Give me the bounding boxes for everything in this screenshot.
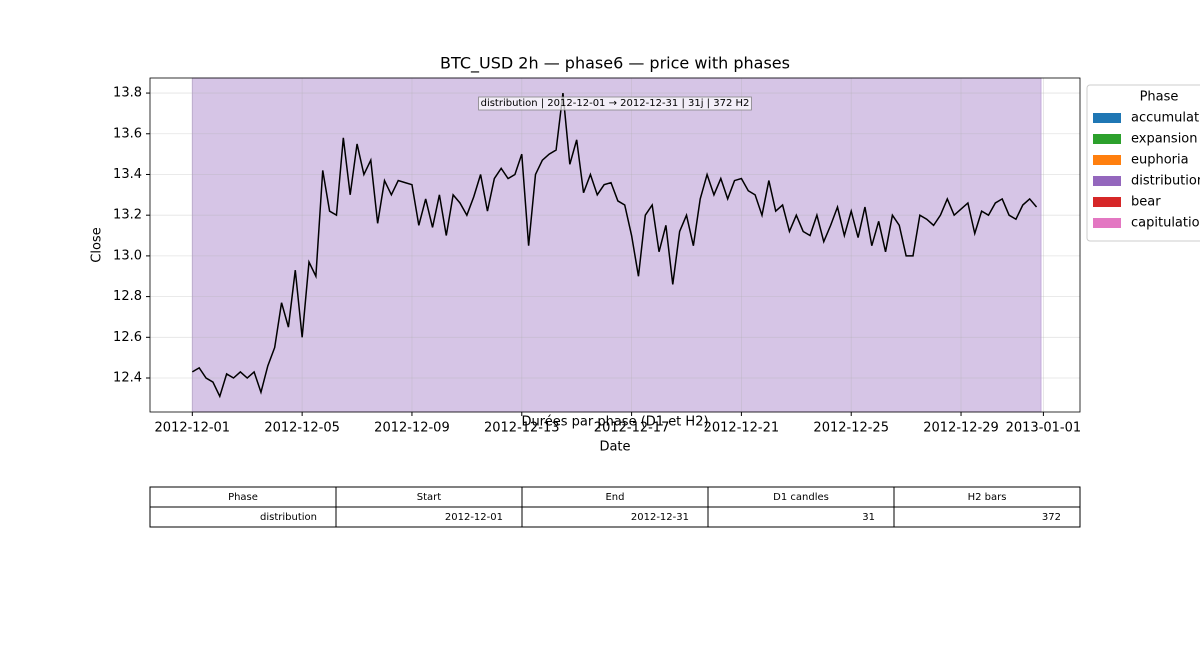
- x-tick-label: 2012-12-13: [484, 421, 560, 436]
- legend-swatch: [1093, 176, 1121, 186]
- x-tick-label: 2012-12-01: [155, 421, 231, 436]
- annotation-box: [478, 96, 752, 111]
- legend-swatch: [1093, 218, 1121, 228]
- phase-span: [191, 77, 1042, 413]
- table-title: Durées par phase (D1 et H2): [521, 415, 708, 430]
- table-header: H2 bars: [968, 492, 1007, 503]
- x-tick-label: 2012-12-25: [813, 421, 889, 436]
- legend-title: Phase: [1140, 90, 1179, 105]
- x-tick-label: 2012-12-05: [264, 421, 340, 436]
- table-value: 2012-12-01: [445, 512, 503, 523]
- annotation: distribution | 2012-12-01 → 2012-12-31 |…: [481, 98, 750, 109]
- price-line: [191, 92, 1038, 399]
- legend-label: accumulation: [1131, 111, 1200, 126]
- y-tick-label: 13.2: [113, 208, 142, 223]
- x-tick-label: 2012-12-29: [923, 421, 999, 436]
- legend-label: euphoria: [1131, 153, 1189, 168]
- x-tick-label: 2012-12-21: [704, 421, 780, 436]
- y-tick-label: 13.8: [113, 86, 142, 101]
- x-tick-label: 2013-01-01: [1006, 421, 1082, 436]
- table-cell: [893, 506, 1081, 528]
- legend-label: expansion: [1131, 132, 1198, 147]
- y-tick-label: 12.6: [113, 330, 142, 345]
- table-value: distribution: [260, 512, 317, 523]
- legend-swatch: [1093, 197, 1121, 207]
- x-axis-label: Date: [599, 440, 630, 455]
- legend-swatch: [1093, 134, 1121, 144]
- table-header: Start: [417, 492, 442, 503]
- legend-label: capitulation: [1131, 216, 1200, 231]
- axes-frame: [149, 77, 1081, 413]
- chart-title: BTC_USD 2h — phase6 — price with phases: [440, 54, 790, 74]
- table-value: 2012-12-31: [631, 512, 689, 523]
- legend-swatch: [1093, 113, 1121, 123]
- y-tick-label: 13.4: [113, 167, 142, 182]
- x-tick-label: 2012-12-17: [594, 421, 670, 436]
- legend-label: distribution: [1131, 174, 1200, 189]
- legend-swatch: [1093, 155, 1121, 165]
- table-value: 31: [862, 512, 875, 523]
- table-header: End: [605, 492, 624, 503]
- y-tick-label: 13.6: [113, 126, 142, 141]
- table-value: 372: [1042, 512, 1061, 523]
- x-tick-label: 2012-12-09: [374, 421, 450, 436]
- table-header: Phase: [228, 492, 258, 503]
- legend-label: bear: [1131, 195, 1161, 210]
- y-tick-label: 12.8: [113, 289, 142, 304]
- table-header: D1 candles: [773, 492, 829, 503]
- y-tick-label: 12.4: [113, 371, 142, 386]
- y-tick-label: 13.0: [113, 248, 142, 263]
- y-axis-label: Close: [90, 227, 105, 262]
